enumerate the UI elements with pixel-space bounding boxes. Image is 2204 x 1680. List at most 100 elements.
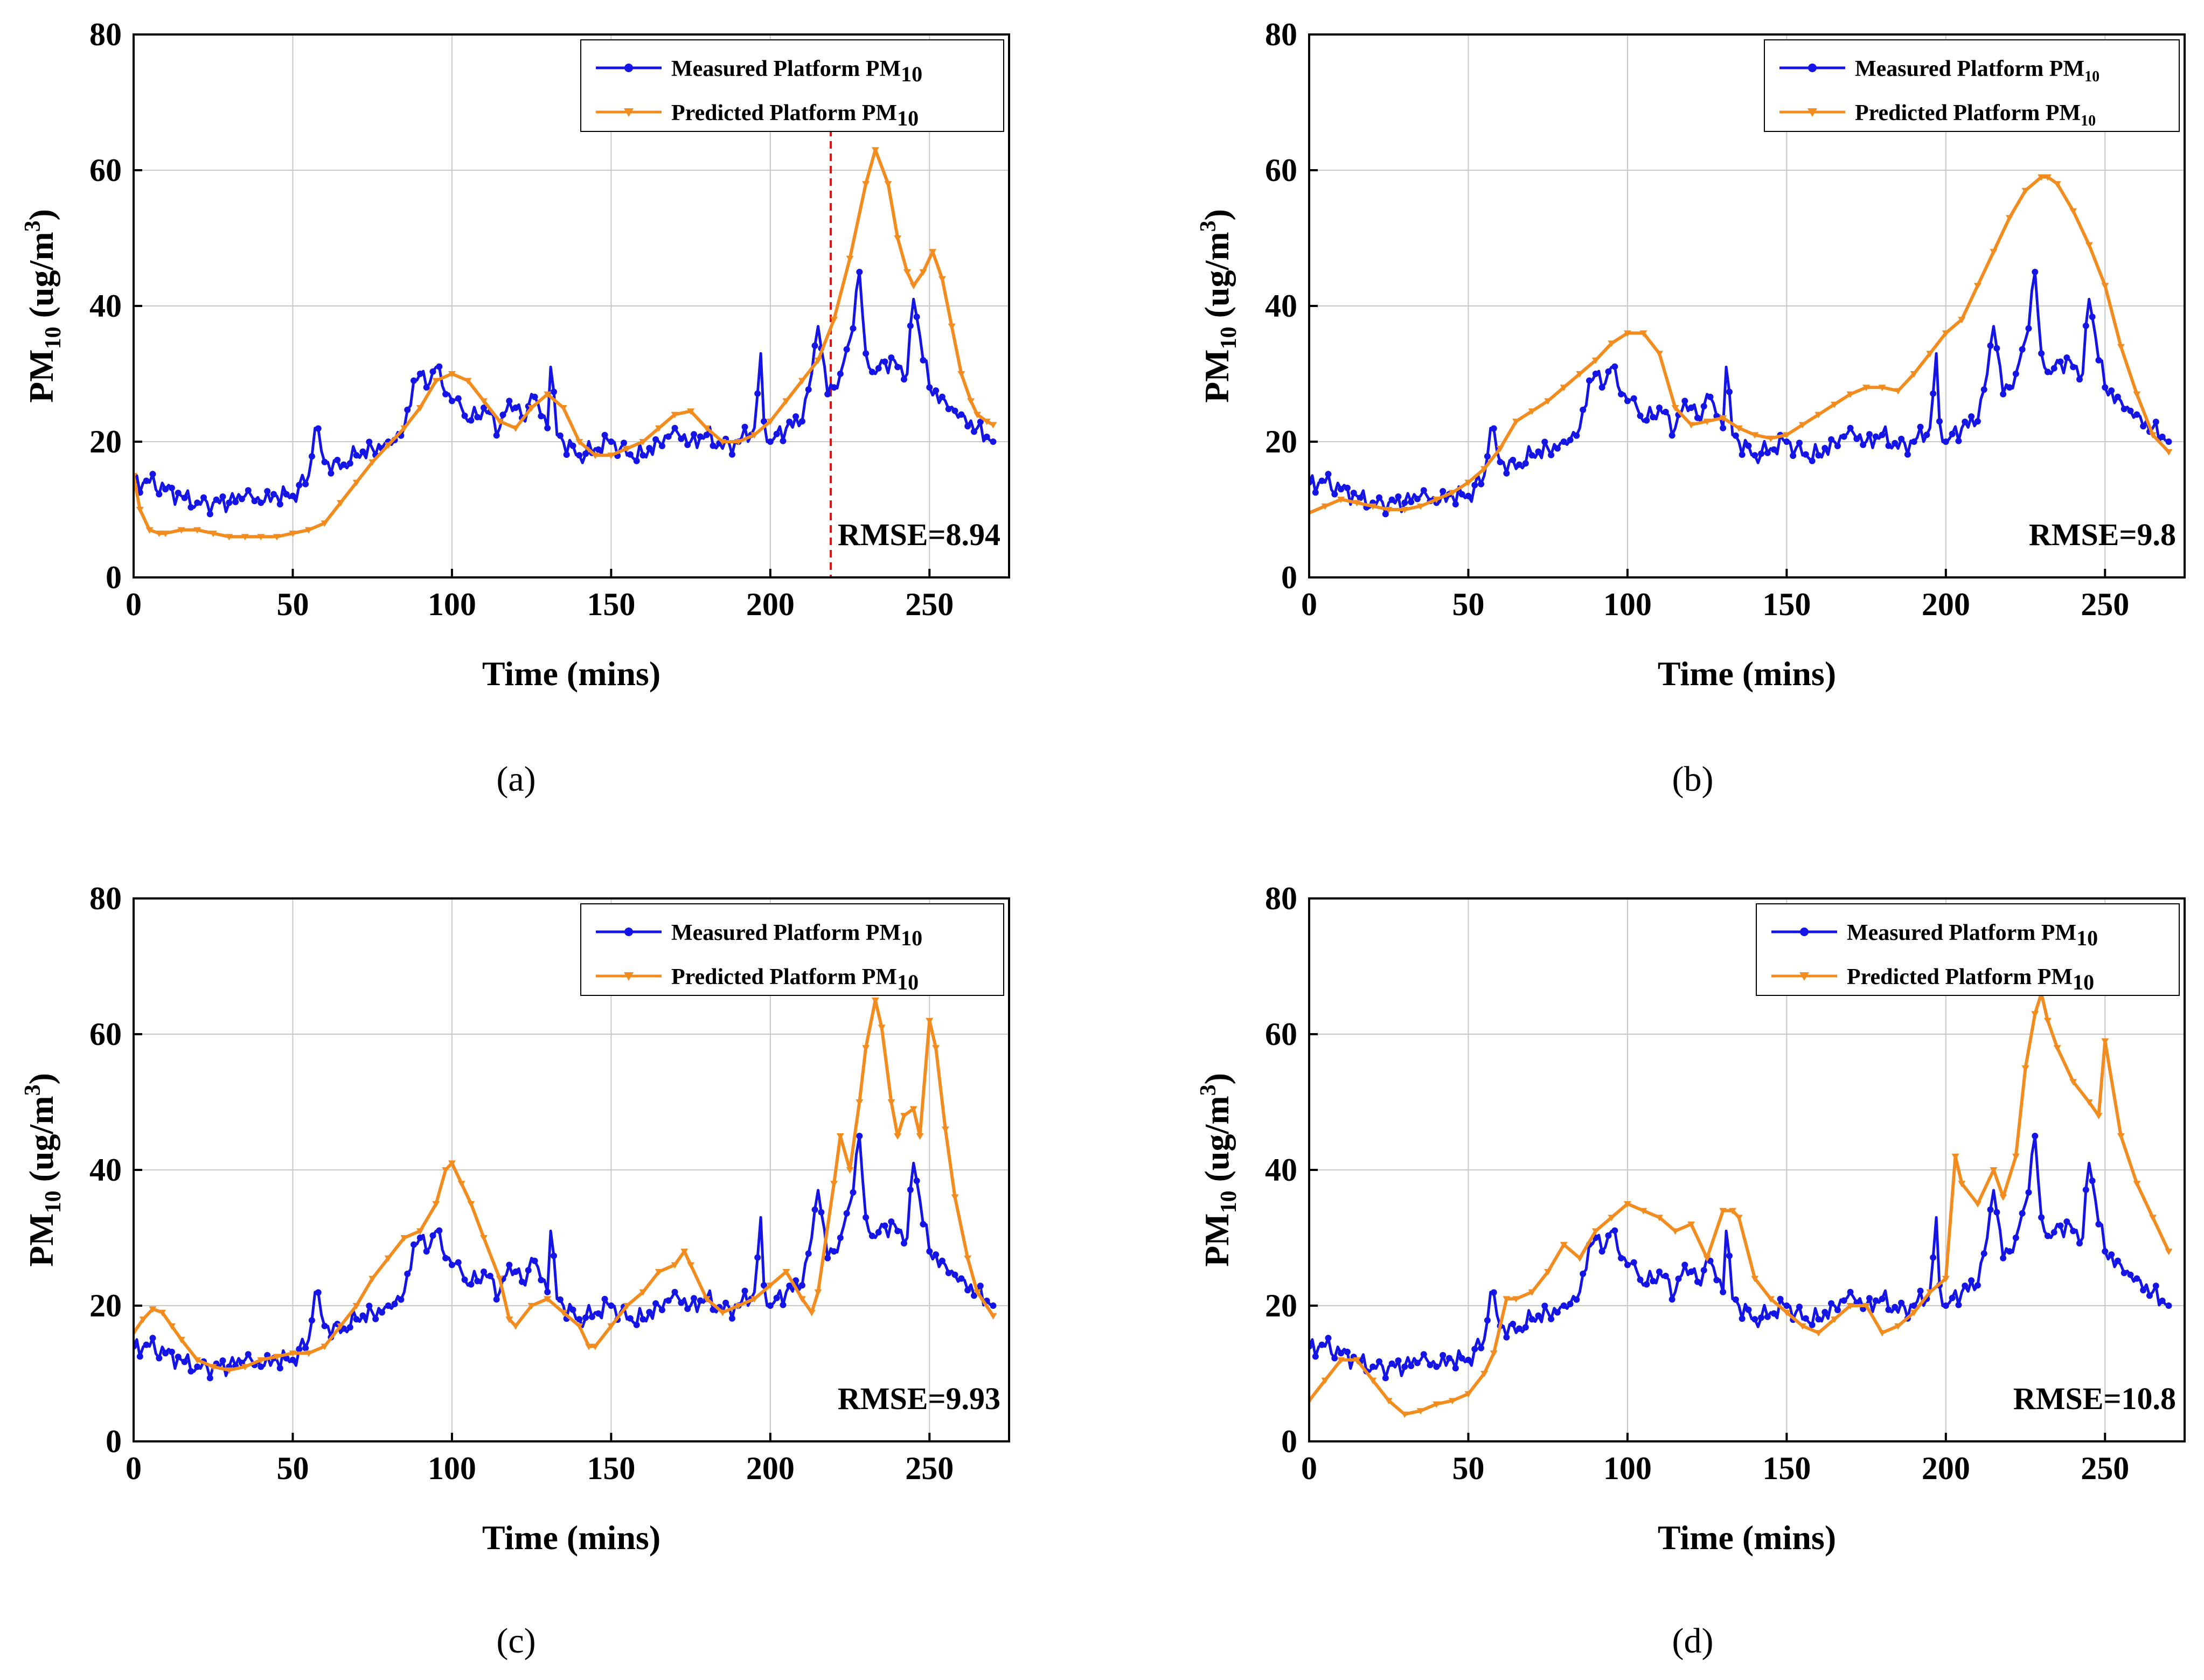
y-axis-label-main: PM [22, 349, 60, 403]
legend-label-predicted: Predicted Platform PM10 [1855, 101, 2096, 129]
measured-point [1923, 431, 1930, 438]
measured-point [366, 1302, 373, 1309]
measured-point [2120, 406, 2127, 413]
measured-point [1949, 1294, 1956, 1301]
measured-point [1662, 408, 1669, 415]
measured-point [1974, 418, 1981, 425]
measured-point [2127, 1271, 2134, 1278]
measured-point [1879, 1295, 1886, 1302]
measured-point [2019, 1210, 2026, 1217]
predicted-point [719, 1309, 727, 1316]
predicted-point [814, 357, 822, 364]
predicted-point [2031, 1011, 2039, 1018]
measured-point [1840, 1297, 1847, 1304]
measured-point [2063, 1218, 2070, 1225]
measured-point [238, 496, 245, 503]
legend-label-predicted: Predicted Platform PM10 [1847, 965, 2094, 994]
predicted-point [1926, 1289, 1934, 1296]
measured-point [582, 1314, 589, 1321]
legend-label-measured: Measured Platform PM10 [1855, 57, 2099, 85]
measured-point [448, 398, 455, 405]
predicted-point [2069, 208, 2077, 215]
measured-point [2019, 346, 2026, 353]
measured-point [416, 1235, 423, 1241]
measured-point [455, 1259, 462, 1266]
measured-point [741, 1287, 748, 1294]
x-tick-label: 0 [126, 587, 142, 622]
measured-point [1350, 490, 1357, 497]
predicted-point [2021, 187, 2029, 194]
measured-point [1573, 1296, 1580, 1303]
measured-point [181, 494, 188, 501]
x-tick-label: 0 [1301, 1451, 1317, 1486]
measured-point [754, 390, 761, 397]
measured-point [811, 1206, 818, 1213]
predicted-point [687, 1262, 695, 1269]
predicted-point [973, 412, 981, 419]
measured-point [226, 499, 233, 506]
predicted-point [1671, 1228, 1679, 1235]
measured-point [1510, 1320, 1517, 1327]
measured-point [684, 1305, 691, 1312]
measured-point [710, 442, 717, 449]
predicted-point [671, 412, 679, 419]
measured-point [1847, 1288, 1854, 1295]
measured-point [576, 452, 583, 459]
predicted-point [337, 500, 345, 507]
measured-point [1376, 494, 1382, 501]
measured-point [678, 1299, 685, 1306]
measured-point [728, 451, 735, 458]
predicted-point [2133, 391, 2141, 398]
measured-point [493, 432, 500, 439]
measured-point [1681, 1261, 1688, 1268]
measured-point [2114, 1257, 2121, 1264]
predicted-point [1751, 1275, 1759, 1282]
measured-point [1382, 511, 1389, 518]
y-axis-label: PM10 (ug/m3) [1196, 1073, 1241, 1267]
measured-point [1853, 435, 1860, 442]
measured-point [792, 413, 799, 420]
measured-point [913, 313, 920, 320]
measured-point [1331, 1355, 1338, 1362]
x-tick-label: 50 [276, 587, 309, 622]
measured-point [868, 368, 875, 375]
predicted-point [1433, 497, 1441, 504]
predicted-point [305, 1350, 312, 1357]
measured-point [767, 1302, 774, 1309]
predicted-point [193, 1357, 201, 1364]
y-axis-label-close: ) [22, 1073, 60, 1084]
predicted-point [241, 534, 249, 541]
measured-point [2152, 1282, 2159, 1289]
measured-point [200, 494, 207, 501]
predicted-point [193, 527, 201, 534]
predicted-point [1608, 1215, 1616, 1222]
measured-point [1637, 412, 1644, 419]
predicted-point [158, 1309, 166, 1316]
measured-point [1338, 486, 1345, 493]
measured-point [1942, 1302, 1949, 1309]
legend-box [580, 903, 1004, 996]
measured-point [1414, 496, 1421, 503]
measured-point [938, 1257, 945, 1264]
measured-point [499, 412, 506, 419]
x-tick-label: 200 [746, 1451, 795, 1486]
predicted-point [967, 398, 975, 405]
legend-label-main: Measured Platform PM [671, 921, 901, 945]
measured-point [563, 451, 570, 458]
measured-point [251, 498, 258, 505]
predicted-point [798, 378, 806, 385]
measured-point [1974, 1282, 1981, 1289]
legend-box [1756, 903, 2180, 996]
predicted-point [337, 1323, 345, 1330]
predicted-point [1942, 1275, 1950, 1282]
measured-point [175, 490, 182, 497]
measured-point [1656, 1268, 1663, 1275]
y-tick-label: 60 [1265, 1016, 1297, 1052]
measured-point [2012, 371, 2019, 377]
predicted-point [527, 1303, 536, 1309]
predicted-point [1369, 1377, 1377, 1384]
measured-point [1643, 1281, 1650, 1288]
measured-point [2108, 387, 2115, 394]
x-tick-label: 50 [1452, 1451, 1484, 1486]
